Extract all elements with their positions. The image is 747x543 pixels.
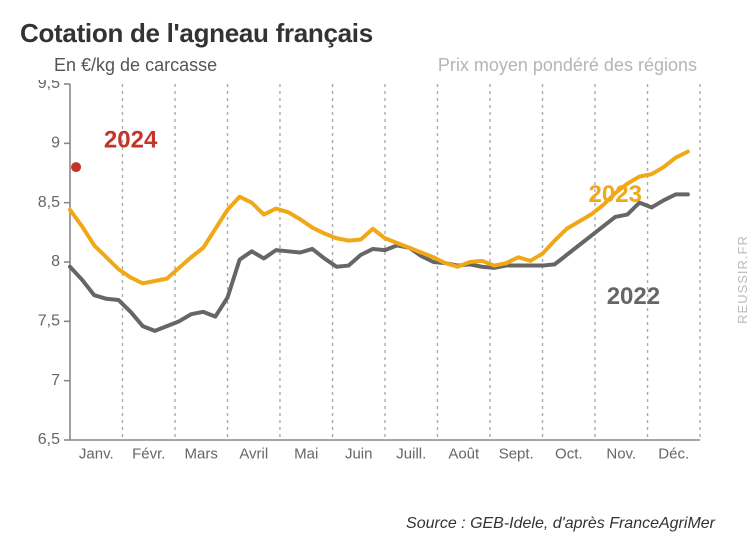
y-tick-label: 9: [51, 135, 60, 152]
x-tick-label: Sept.: [499, 445, 534, 462]
x-tick-label: Janv.: [79, 445, 114, 462]
y-tick-label: 9,5: [38, 80, 60, 92]
x-tick-label: Mars: [185, 445, 218, 462]
series-label-2023: 2023: [589, 181, 642, 208]
chart-container: Cotation de l'agneau français En €/kg de…: [0, 0, 747, 543]
y-tick-label: 8: [51, 253, 60, 270]
chart-header-row: En €/kg de carcasse Prix moyen pondéré d…: [20, 55, 727, 76]
x-tick-label: Juin: [345, 445, 373, 462]
x-tick-label: Juill.: [396, 445, 426, 462]
chart-plot-area: 6,5 7 7,5 8 8,5 9 9,5 Janv. Févr. Mars Avril Mai Jui…: [20, 80, 727, 480]
y-tick-label: 7,5: [38, 313, 60, 330]
chart-legend-right: Prix moyen pondéré des régions: [438, 55, 697, 76]
chart-subtitle: En €/kg de carcasse: [54, 55, 217, 76]
chart-source: Source : GEB-Idele, d'après FranceAgriMe…: [406, 515, 715, 533]
series-label-2022: 2022: [607, 283, 660, 310]
y-tick-label: 7: [51, 372, 60, 389]
x-tick-label: Avril: [239, 445, 268, 462]
series-2024-point: [71, 162, 81, 172]
chart-svg: 6,5 7 7,5 8 8,5 9 9,5 Janv. Févr. Mars Avril Mai Jui…: [20, 80, 727, 480]
watermark: REUSSIR.FR: [736, 235, 747, 324]
x-tick-label: Déc.: [658, 445, 689, 462]
x-tick-label: Août: [448, 445, 480, 462]
x-tick-label: Nov.: [606, 445, 636, 462]
x-tick-label: Févr.: [132, 445, 165, 462]
y-tick-label: 8,5: [38, 194, 60, 211]
series-label-2024: 2024: [104, 126, 158, 153]
y-tick-label: 6,5: [38, 431, 60, 448]
x-tick-label: Mai: [294, 445, 318, 462]
chart-title: Cotation de l'agneau français: [20, 18, 727, 49]
x-tick-label: Oct.: [555, 445, 583, 462]
